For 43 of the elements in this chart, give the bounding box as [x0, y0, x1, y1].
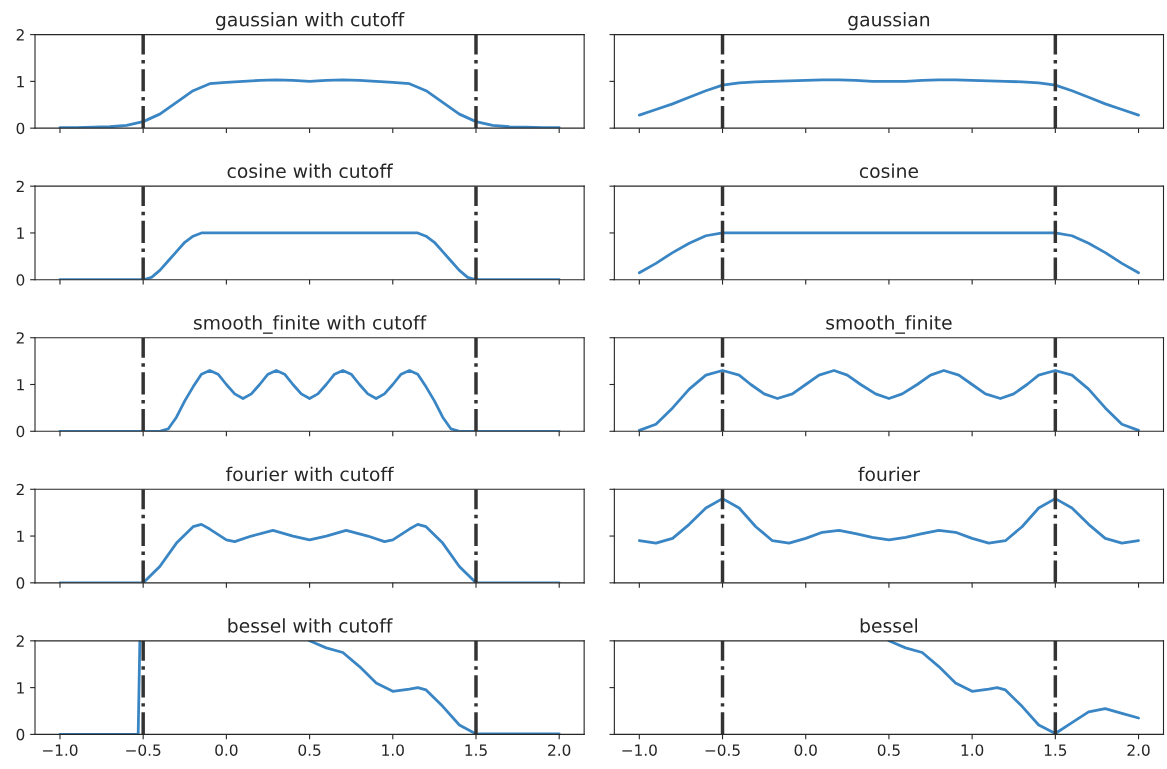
chart-title: bessel — [860, 618, 918, 633]
x-tick-label: −1.0 — [43, 744, 78, 756]
x-tick-label: 1.5 — [465, 744, 487, 756]
x-tick-label: 1.0 — [382, 744, 404, 756]
chart-title: gaussian — [848, 12, 930, 31]
x-tick-label: 0.5 — [877, 744, 900, 756]
y-tick-label: 0 — [16, 577, 25, 589]
x-tick-label: 2.0 — [1127, 744, 1150, 756]
x-tick-label: −1.0 — [622, 744, 657, 756]
x-tick-label: 0.5 — [298, 744, 321, 756]
y-tick-label: 1 — [17, 530, 24, 542]
x-tick-label: 0.0 — [794, 744, 817, 756]
y-tick-label: 2 — [16, 332, 24, 344]
chart-title: smooth_finite — [826, 315, 952, 334]
chart-title: gaussian with cutoff — [215, 12, 405, 31]
y-tick-label: 2 — [16, 29, 24, 41]
chart-title: cosine with cutoff — [227, 163, 393, 179]
chart-title: smooth_finite with cutoff — [193, 315, 427, 334]
x-tick-label: −0.5 — [705, 744, 740, 756]
x-tick-label: −0.5 — [126, 744, 161, 756]
x-tick-label: 1.5 — [1044, 744, 1067, 756]
chart-title: fourier — [858, 466, 920, 482]
y-tick-label: 0 — [16, 728, 25, 741]
y-tick-label: 1 — [17, 379, 24, 391]
x-tick-label: 1.0 — [961, 744, 984, 756]
x-tick-label: 2.0 — [548, 744, 571, 756]
line-series — [58, 522, 561, 583]
line-series — [58, 78, 561, 129]
chart-title: bessel with cutoff — [228, 618, 393, 633]
line-series — [58, 231, 561, 280]
y-tick-label: 1 — [17, 76, 24, 88]
y-tick-label: 0 — [16, 122, 25, 135]
y-tick-label: 1 — [17, 682, 24, 694]
chart-title: fourier with cutoff — [226, 466, 394, 482]
x-tick-label: 0.0 — [215, 744, 238, 756]
y-tick-label: 1 — [17, 227, 24, 239]
y-tick-label: 0 — [16, 274, 25, 286]
line-series — [58, 369, 561, 432]
y-tick-label: 0 — [16, 425, 25, 438]
y-tick-label: 2 — [16, 483, 24, 496]
y-tick-label: 2 — [16, 635, 24, 647]
y-tick-label: 2 — [16, 180, 24, 192]
chart-title: cosine — [859, 163, 919, 179]
